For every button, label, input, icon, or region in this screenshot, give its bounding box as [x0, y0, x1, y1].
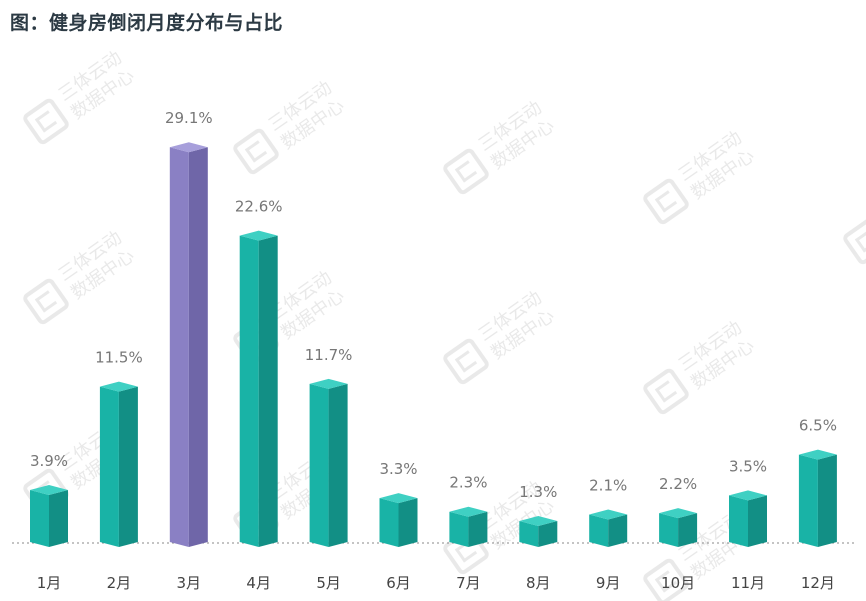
bar-1 [30, 484, 68, 547]
x-tick-label: 12月 [801, 574, 835, 592]
bar-side [258, 235, 278, 547]
bar-cap [519, 516, 558, 526]
bar-7 [449, 506, 488, 547]
bar-cap [729, 490, 767, 501]
bar-value-label: 6.5% [799, 417, 837, 435]
bar-9 [589, 509, 628, 547]
bar-6 [379, 493, 418, 547]
bar-face [379, 498, 399, 547]
x-tick-label: 9月 [596, 574, 621, 592]
bar-value-label: 11.5% [95, 349, 143, 367]
bar-3 [169, 142, 208, 548]
bar-value-label: 2.3% [449, 474, 487, 492]
bar-side [118, 386, 138, 547]
bar-face [309, 383, 329, 547]
bar-face [798, 454, 818, 547]
bar-side [398, 498, 418, 547]
bar-cap [30, 484, 68, 495]
bar-cap [309, 378, 348, 389]
bar-face [589, 514, 609, 547]
x-tick-label: 7月 [456, 574, 481, 592]
bar-side [49, 489, 68, 547]
bar-value-label: 1.3% [519, 483, 557, 501]
bar-value-label: 3.5% [729, 457, 767, 475]
bar-side [608, 514, 628, 547]
bar-face [729, 495, 748, 547]
bar-8 [519, 516, 558, 547]
bar-side [817, 454, 837, 547]
x-tick-label: 5月 [316, 574, 341, 592]
bar-face [30, 489, 49, 547]
bar-value-label: 3.3% [379, 460, 417, 478]
x-tick-label: 2月 [107, 574, 132, 592]
bar-face [519, 521, 539, 547]
bar-value-label: 29.1% [165, 109, 213, 127]
bar-face [99, 386, 119, 547]
bar-cap [449, 506, 488, 517]
bar-2 [99, 381, 138, 547]
bar-10 [659, 508, 698, 547]
bar-face [169, 147, 189, 548]
bar-12 [798, 449, 837, 547]
bar-cap [99, 381, 138, 392]
bar-cap [239, 230, 278, 241]
bar-face [449, 511, 469, 547]
bar-5 [309, 378, 348, 547]
bar-cap [589, 509, 628, 520]
bar-value-label: 2.2% [659, 475, 697, 493]
bar-face [239, 235, 259, 547]
x-tick-label: 6月 [386, 574, 411, 592]
chart-title: 图：健身房倒闭月度分布与占比 [10, 12, 284, 34]
x-tick-label: 3月 [177, 574, 202, 592]
x-tick-label: 1月 [37, 574, 62, 592]
x-tick-label: 10月 [661, 574, 695, 592]
x-tick-label: 4月 [246, 574, 271, 592]
bar-side [678, 513, 698, 547]
bar-cap [169, 142, 208, 153]
bar-value-label: 2.1% [589, 476, 627, 494]
bar-cap [798, 449, 837, 460]
bar-side [538, 521, 558, 547]
x-tick-label: 8月 [526, 574, 551, 592]
bar-4 [239, 230, 278, 547]
bar-side [468, 511, 488, 547]
bar-value-label: 11.7% [305, 346, 353, 364]
bar-cap [379, 493, 418, 504]
bar-value-label: 22.6% [235, 198, 283, 216]
bar-11 [729, 490, 767, 547]
bar-face [659, 513, 679, 547]
bar-side [328, 383, 348, 547]
bar-value-label: 3.9% [30, 452, 68, 470]
x-tick-label: 11月 [731, 574, 765, 592]
bar-side [748, 495, 767, 547]
bar-side [188, 147, 208, 548]
bar-cap [659, 508, 698, 519]
